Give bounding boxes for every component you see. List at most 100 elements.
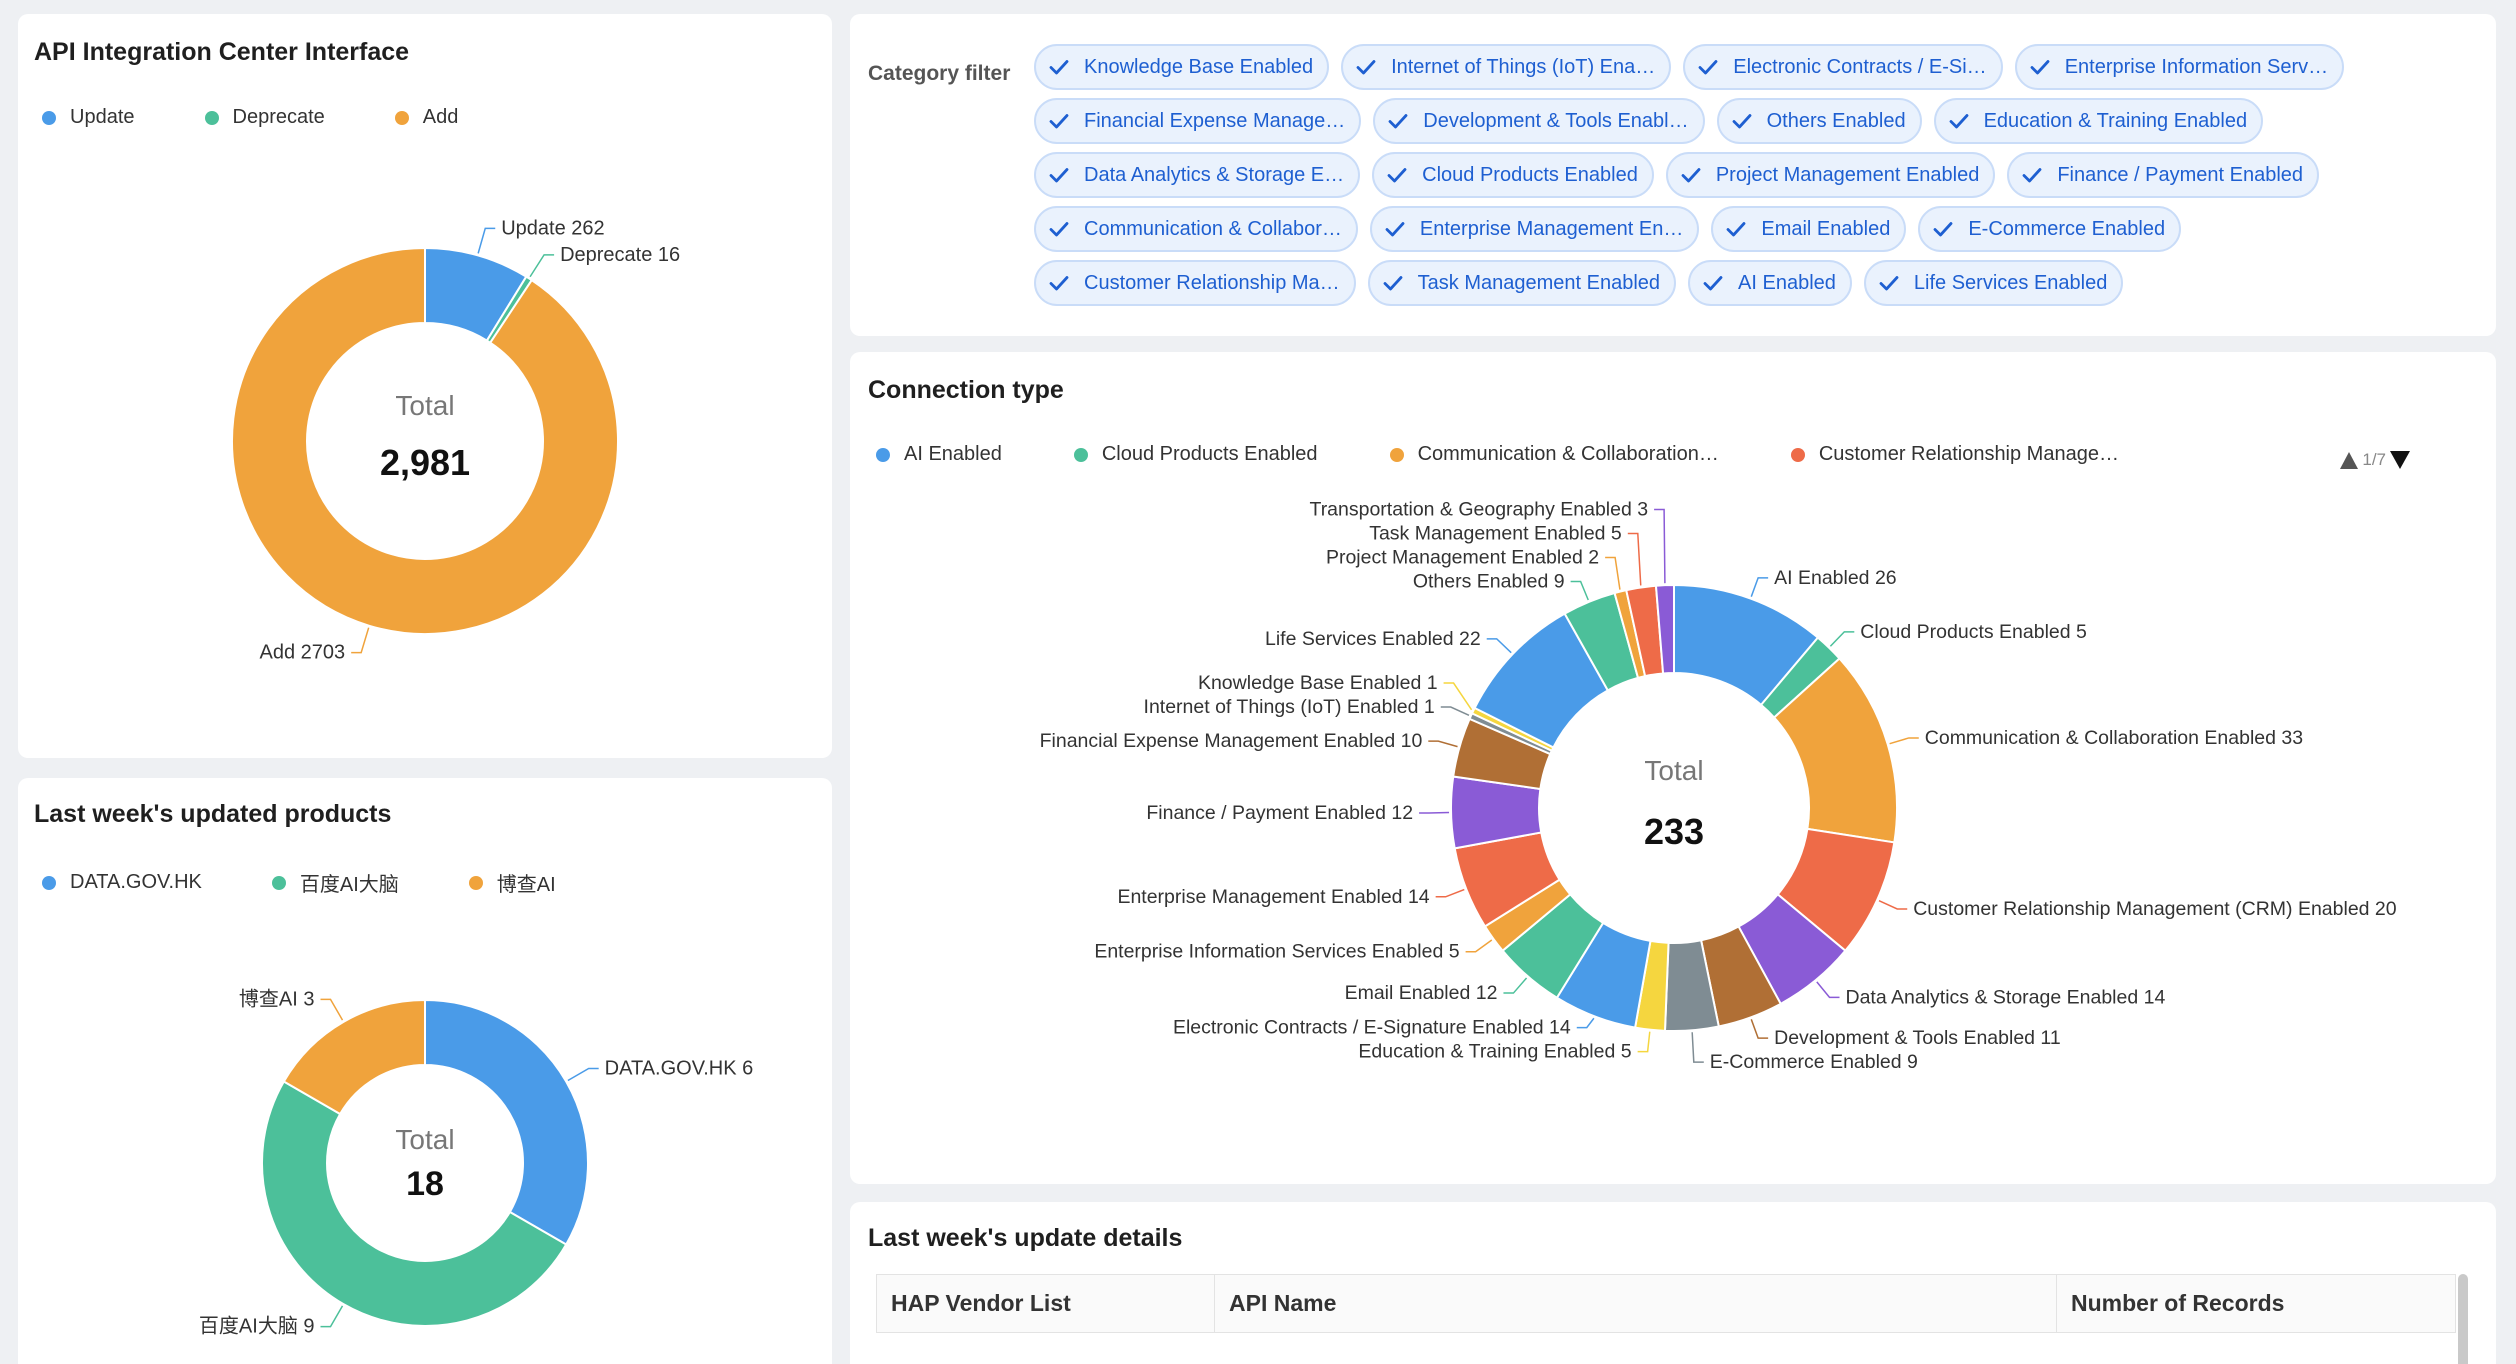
filter-chip-row: Customer Relationship Ma… Task Management… xyxy=(1034,260,2135,306)
legend-dot xyxy=(1790,447,1805,462)
data-label: Update 262 xyxy=(501,217,604,239)
legend-label: 博查AI xyxy=(496,874,556,896)
label-leader-line xyxy=(1889,737,1919,745)
data-label: Email Enabled 12 xyxy=(1345,982,1498,1004)
chart-legend: DATA.GOV.HK 百度AI大脑 博查AI xyxy=(42,868,626,897)
column-header-api-name[interactable]: API Name xyxy=(1214,1274,2057,1333)
legend-item-crm[interactable]: Customer Relationship Manage… xyxy=(1790,443,2119,466)
filter-chip[interactable]: Customer Relationship Ma… xyxy=(1034,260,1356,306)
check-icon xyxy=(1703,276,1723,291)
donut-slice[interactable] xyxy=(424,998,589,1246)
filter-chip[interactable]: Finance / Payment Enabled xyxy=(2007,152,2320,198)
filter-chip-label: Electronic Contracts / E-Si… xyxy=(1733,55,1987,78)
card-title: Connection type xyxy=(868,376,1064,404)
filter-chip-label: Knowledge Base Enabled xyxy=(1084,55,1314,78)
legend-item-bocha[interactable]: 博查AI xyxy=(468,868,556,897)
legend-item-baidu[interactable]: 百度AI大脑 xyxy=(271,868,399,897)
data-label: Life Services Enabled 22 xyxy=(1265,628,1481,650)
filter-chip-label: Life Services Enabled xyxy=(1913,271,2108,294)
filter-chip-label: Financial Expense Manage… xyxy=(1084,109,1346,132)
chart-legend: Update Deprecate Add xyxy=(42,106,528,129)
filter-chip-label: Finance / Payment Enabled xyxy=(2057,163,2304,186)
details-table: HAP Vendor List API Name Number of Recor… xyxy=(876,1274,2456,1333)
label-leader-line xyxy=(1443,682,1473,711)
column-header-records[interactable]: Number of Records xyxy=(2056,1274,2456,1333)
filter-chip[interactable]: Data Analytics & Storage E… xyxy=(1034,152,1361,198)
check-icon xyxy=(2022,168,2042,183)
legend-item-datagovhk[interactable]: DATA.GOV.HK xyxy=(42,871,202,894)
filter-chip[interactable]: Communication & Collabor… xyxy=(1034,206,1358,252)
check-icon xyxy=(1933,222,1953,237)
filter-chip-label: E-Commerce Enabled xyxy=(1968,217,2166,240)
legend-label: DATA.GOV.HK xyxy=(70,871,202,893)
legend-dot xyxy=(468,875,483,890)
pager-next-icon[interactable] xyxy=(2390,451,2410,469)
pager-prev-icon[interactable] xyxy=(2340,451,2359,469)
check-icon xyxy=(1049,114,1069,129)
filter-chip[interactable]: Email Enabled xyxy=(1711,206,1907,252)
filter-chip[interactable]: Others Enabled xyxy=(1716,98,1922,144)
api-integration-card: API Integration Center Interface Update … xyxy=(18,14,832,758)
legend-label: Cloud Products Enabled xyxy=(1101,443,1318,465)
legend-item-update[interactable]: Update xyxy=(42,106,135,129)
label-leader-line xyxy=(351,627,370,654)
filter-chip[interactable]: Life Services Enabled xyxy=(1863,260,2124,306)
table-scrollbar[interactable] xyxy=(2458,1274,2468,1364)
category-filter-card: Category filter Knowledge Base Enabled In… xyxy=(850,14,2496,336)
filter-chip[interactable]: Cloud Products Enabled xyxy=(1372,152,1654,198)
filter-chip[interactable]: Financial Expense Manage… xyxy=(1034,98,1362,144)
card-title: API Integration Center Interface xyxy=(34,38,410,66)
label-leader-line xyxy=(1576,1017,1595,1029)
filter-chip[interactable]: AI Enabled xyxy=(1688,260,1852,306)
donut-slice[interactable] xyxy=(282,998,426,1116)
donut-slice[interactable] xyxy=(231,246,619,635)
label-leader-line xyxy=(1627,532,1642,586)
data-label: Enterprise Management Enabled 14 xyxy=(1117,886,1429,908)
filter-chip-label: Cloud Products Enabled xyxy=(1422,163,1638,186)
filter-chip[interactable]: Knowledge Base Enabled xyxy=(1034,44,1330,90)
filter-chip[interactable]: E-Commerce Enabled xyxy=(1918,206,2182,252)
filter-chip-label: Education & Training Enabled xyxy=(1983,109,2248,132)
filter-chip[interactable]: Development & Tools Enabl… xyxy=(1373,98,1705,144)
filter-chip[interactable]: Project Management Enabled xyxy=(1665,152,1996,198)
legend-dot xyxy=(394,110,409,125)
pager-text: 1/7 xyxy=(2362,450,2386,469)
donut-slice[interactable] xyxy=(1654,583,1675,675)
filter-chip[interactable]: Electronic Contracts / E-Si… xyxy=(1683,44,2003,90)
column-header-vendor[interactable]: HAP Vendor List xyxy=(876,1274,1215,1333)
donut-center-label: Total xyxy=(1644,755,1703,786)
filter-chip-label: Others Enabled xyxy=(1766,109,1906,132)
filter-chip-row: Data Analytics & Storage E… Cloud Product… xyxy=(1034,152,2331,198)
data-label: Education & Training Enabled 5 xyxy=(1358,1041,1631,1063)
data-label: Financial Expense Management Enabled 10 xyxy=(1040,730,1423,752)
label-leader-line xyxy=(1637,1031,1651,1053)
filter-chip[interactable]: Internet of Things (IoT) Ena… xyxy=(1341,44,1672,90)
legend-item-communication[interactable]: Communication & Collaboration… xyxy=(1389,443,1719,466)
data-label: Cloud Products Enabled 5 xyxy=(1860,621,2087,643)
check-icon xyxy=(1383,276,1403,291)
donut-center-label: Total xyxy=(395,1124,454,1155)
label-leader-line xyxy=(320,998,344,1021)
legend-item-deprecate[interactable]: Deprecate xyxy=(204,106,325,129)
legend-item-cloud[interactable]: Cloud Products Enabled xyxy=(1073,443,1318,466)
label-leader-line xyxy=(1503,977,1528,994)
filter-chip-label: Email Enabled xyxy=(1761,217,1891,240)
check-icon xyxy=(1387,168,1407,183)
legend-pager: 1/7 xyxy=(2340,450,2410,470)
filter-chip-row: Financial Expense Manage… Development & T… xyxy=(1034,98,2275,144)
legend-item-ai[interactable]: AI Enabled xyxy=(876,443,1002,466)
filter-chip[interactable]: Enterprise Management En… xyxy=(1369,206,1700,252)
donut-slice[interactable] xyxy=(261,1080,568,1327)
legend-label: AI Enabled xyxy=(904,443,1002,465)
donut-center-value: 18 xyxy=(406,1165,444,1203)
filter-chip[interactable]: Enterprise Information Serv… xyxy=(2014,44,2345,90)
legend-label: 百度AI大脑 xyxy=(299,874,399,896)
connection-type-card: Connection type AI Enabled Cloud Product… xyxy=(850,352,2496,1184)
filter-chip[interactable]: Task Management Enabled xyxy=(1367,260,1677,306)
legend-item-add[interactable]: Add xyxy=(394,106,458,129)
filter-chip-label: Communication & Collabor… xyxy=(1084,217,1342,240)
legend-dot xyxy=(42,875,56,890)
legend-label: Communication & Collaboration… xyxy=(1417,443,1719,465)
data-label: Communication & Collaboration Enabled 33 xyxy=(1925,727,2303,749)
filter-chip[interactable]: Education & Training Enabled xyxy=(1933,98,2264,144)
